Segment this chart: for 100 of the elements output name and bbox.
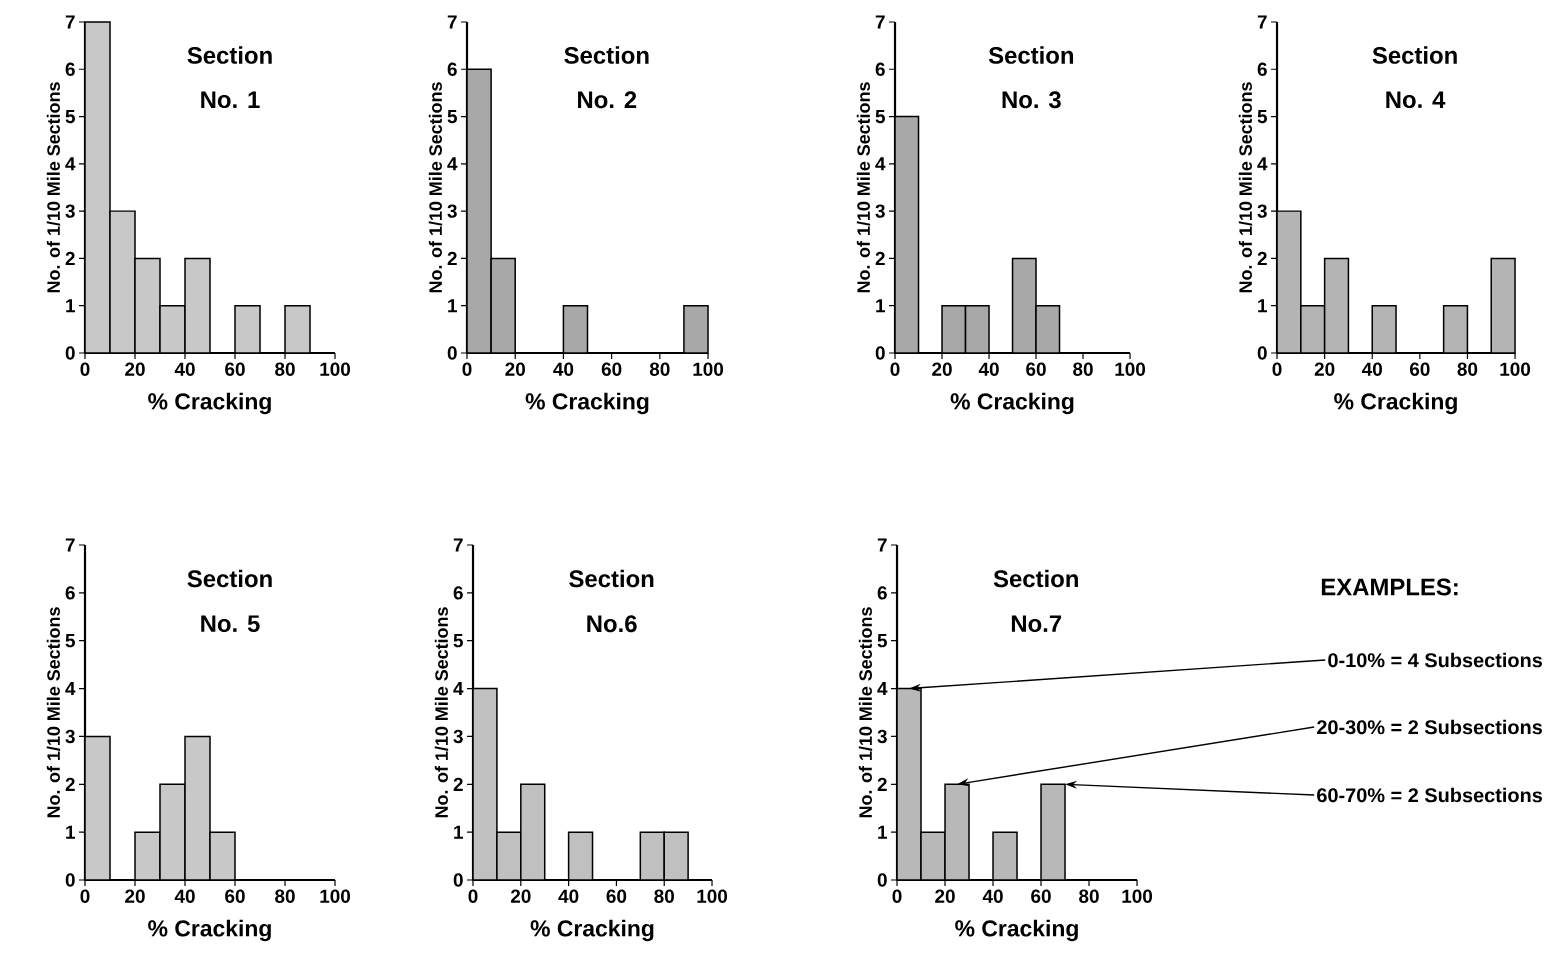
text: Section [564,46,649,64]
x-tick-label: 40 [174,362,195,376]
x-tick-label: 80 [649,362,670,376]
x-tick-label: 60 [1031,889,1051,903]
y-tick-label: 4 [453,682,464,696]
y-tick-label: 2 [447,251,457,266]
y-tick-label: 5 [875,109,885,124]
y-axis-title: No. of 1/10 Mile Sections [46,607,61,818]
x-tick-label: 0 [80,889,90,903]
y-tick-label: 5 [65,109,75,124]
text: No. 4 [1386,91,1446,109]
y-tick-label: 1 [66,825,75,839]
y-tick-label: 6 [447,62,457,76]
y-tick-label: 0 [447,346,457,360]
y-tick-label: 7 [875,15,885,29]
x-tick-label: 100 [320,889,351,903]
text: EXAMPLES: [1321,578,1458,596]
y-tick-label: 7 [65,15,75,29]
y-tick-label: 2 [875,251,885,266]
y-tick-label: 0 [875,346,885,360]
y-tick-label: 6 [877,586,887,600]
x-tick-label: 40 [174,889,195,903]
x-tick-label: 20 [125,362,145,376]
text: No. 3 [1002,91,1061,109]
y-tick-label: 4 [875,157,886,171]
y-tick-label: 6 [875,62,885,76]
y-tick-label: 4 [65,682,76,696]
x-axis-title: % Cracking [950,392,1074,415]
y-tick-label: 6 [1257,62,1267,76]
x-tick-label: 60 [225,889,245,903]
x-tick-label: 80 [1073,362,1093,376]
y-tick-label: 4 [877,682,888,696]
x-tick-label: 60 [1409,362,1430,376]
text: No.6 [587,615,637,633]
x-tick-label: 100 [1122,889,1153,903]
y-tick-label: 1 [876,299,885,313]
y-tick-label: 0 [65,346,75,360]
y-tick-label: 3 [453,729,463,744]
y-tick-label: 5 [65,634,75,648]
text: Section [569,569,654,588]
y-tick-label: 3 [65,729,75,744]
y-tick-label: 1 [66,299,75,313]
text: No.7 [1011,615,1062,633]
y-axis-title: No. of 1/10 Mile Sections [858,607,873,818]
y-tick-label: 0 [1257,346,1267,360]
y-tick-label: 5 [877,634,887,648]
x-tick-label: 40 [558,889,579,903]
text: No. 5 [201,615,260,633]
y-tick-label: 3 [877,729,887,744]
x-tick-label: 60 [601,362,622,376]
y-tick-label: 1 [454,825,463,839]
x-tick-label: 0 [892,889,902,903]
text: Section [187,46,272,64]
x-axis-title: % Cracking [525,392,649,415]
y-tick-label: 4 [1257,157,1268,171]
y-tick-label: 7 [1257,15,1267,29]
x-tick-label: 100 [1115,362,1146,376]
y-axis-title: No. of 1/10 Mile Sections [428,82,443,293]
x-tick-label: 20 [125,889,145,903]
y-tick-label: 1 [1258,299,1268,313]
annotation: 0-10% = 4 Subsections [1328,652,1543,668]
x-tick-label: 0 [80,362,90,376]
y-tick-label: 1 [448,299,457,313]
annotation: 20-30% = 2 Subsections [1317,719,1543,735]
y-tick-label: 4 [65,157,76,171]
x-tick-label: 20 [935,889,955,903]
x-tick-label: 20 [1314,362,1335,376]
text: No. 1 [201,91,260,109]
x-tick-label: 80 [275,362,295,376]
y-tick-label: 2 [1257,251,1267,266]
y-tick-label: 7 [65,538,75,552]
y-tick-label: 5 [447,109,457,124]
x-tick-label: 0 [1272,362,1282,376]
y-tick-label: 0 [453,873,463,887]
x-tick-label: 0 [468,889,478,903]
x-tick-label: 100 [320,362,351,376]
x-tick-label: 80 [275,889,295,903]
y-tick-label: 1 [878,825,887,839]
text: Section [993,569,1078,588]
y-tick-label: 2 [453,777,463,791]
x-tick-label: 40 [982,889,1003,903]
x-tick-label: 60 [606,889,627,903]
x-axis-title: % Cracking [955,919,1078,942]
x-tick-label: 80 [654,889,674,903]
annotation: 60-70% = 2 Subsections [1317,787,1543,803]
y-tick-label: 6 [65,586,75,600]
x-tick-label: 20 [505,362,525,376]
x-axis-title: % Cracking [148,392,271,415]
y-axis-title: No. of 1/10 Mile Sections [434,607,449,818]
x-tick-label: 20 [510,889,531,903]
y-tick-label: 3 [65,204,75,218]
y-axis-title: No. of 1/10 Mile Sections [856,82,871,293]
x-tick-label: 60 [1026,362,1046,376]
text: Section [1372,46,1457,64]
y-tick-label: 6 [65,62,75,76]
x-tick-label: 60 [225,362,245,376]
y-tick-label: 2 [877,777,887,791]
x-tick-label: 0 [890,362,900,376]
x-tick-label: 40 [553,362,574,376]
y-tick-label: 5 [453,634,463,648]
